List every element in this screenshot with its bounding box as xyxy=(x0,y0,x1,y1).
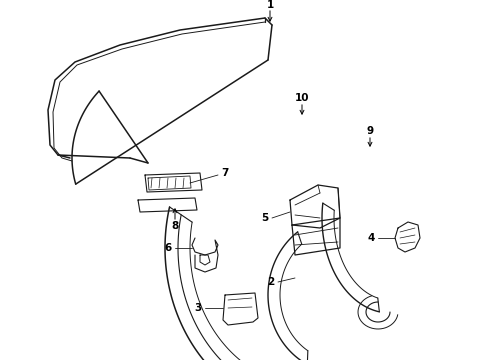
Text: 4: 4 xyxy=(368,233,375,243)
Text: 2: 2 xyxy=(268,277,274,287)
Text: 6: 6 xyxy=(164,243,171,253)
Text: 10: 10 xyxy=(295,93,309,103)
Text: 3: 3 xyxy=(195,303,201,313)
Text: 1: 1 xyxy=(267,0,273,10)
Text: 5: 5 xyxy=(261,213,269,223)
Text: 9: 9 xyxy=(367,126,373,136)
Text: 7: 7 xyxy=(221,168,229,178)
Text: 8: 8 xyxy=(172,221,179,231)
